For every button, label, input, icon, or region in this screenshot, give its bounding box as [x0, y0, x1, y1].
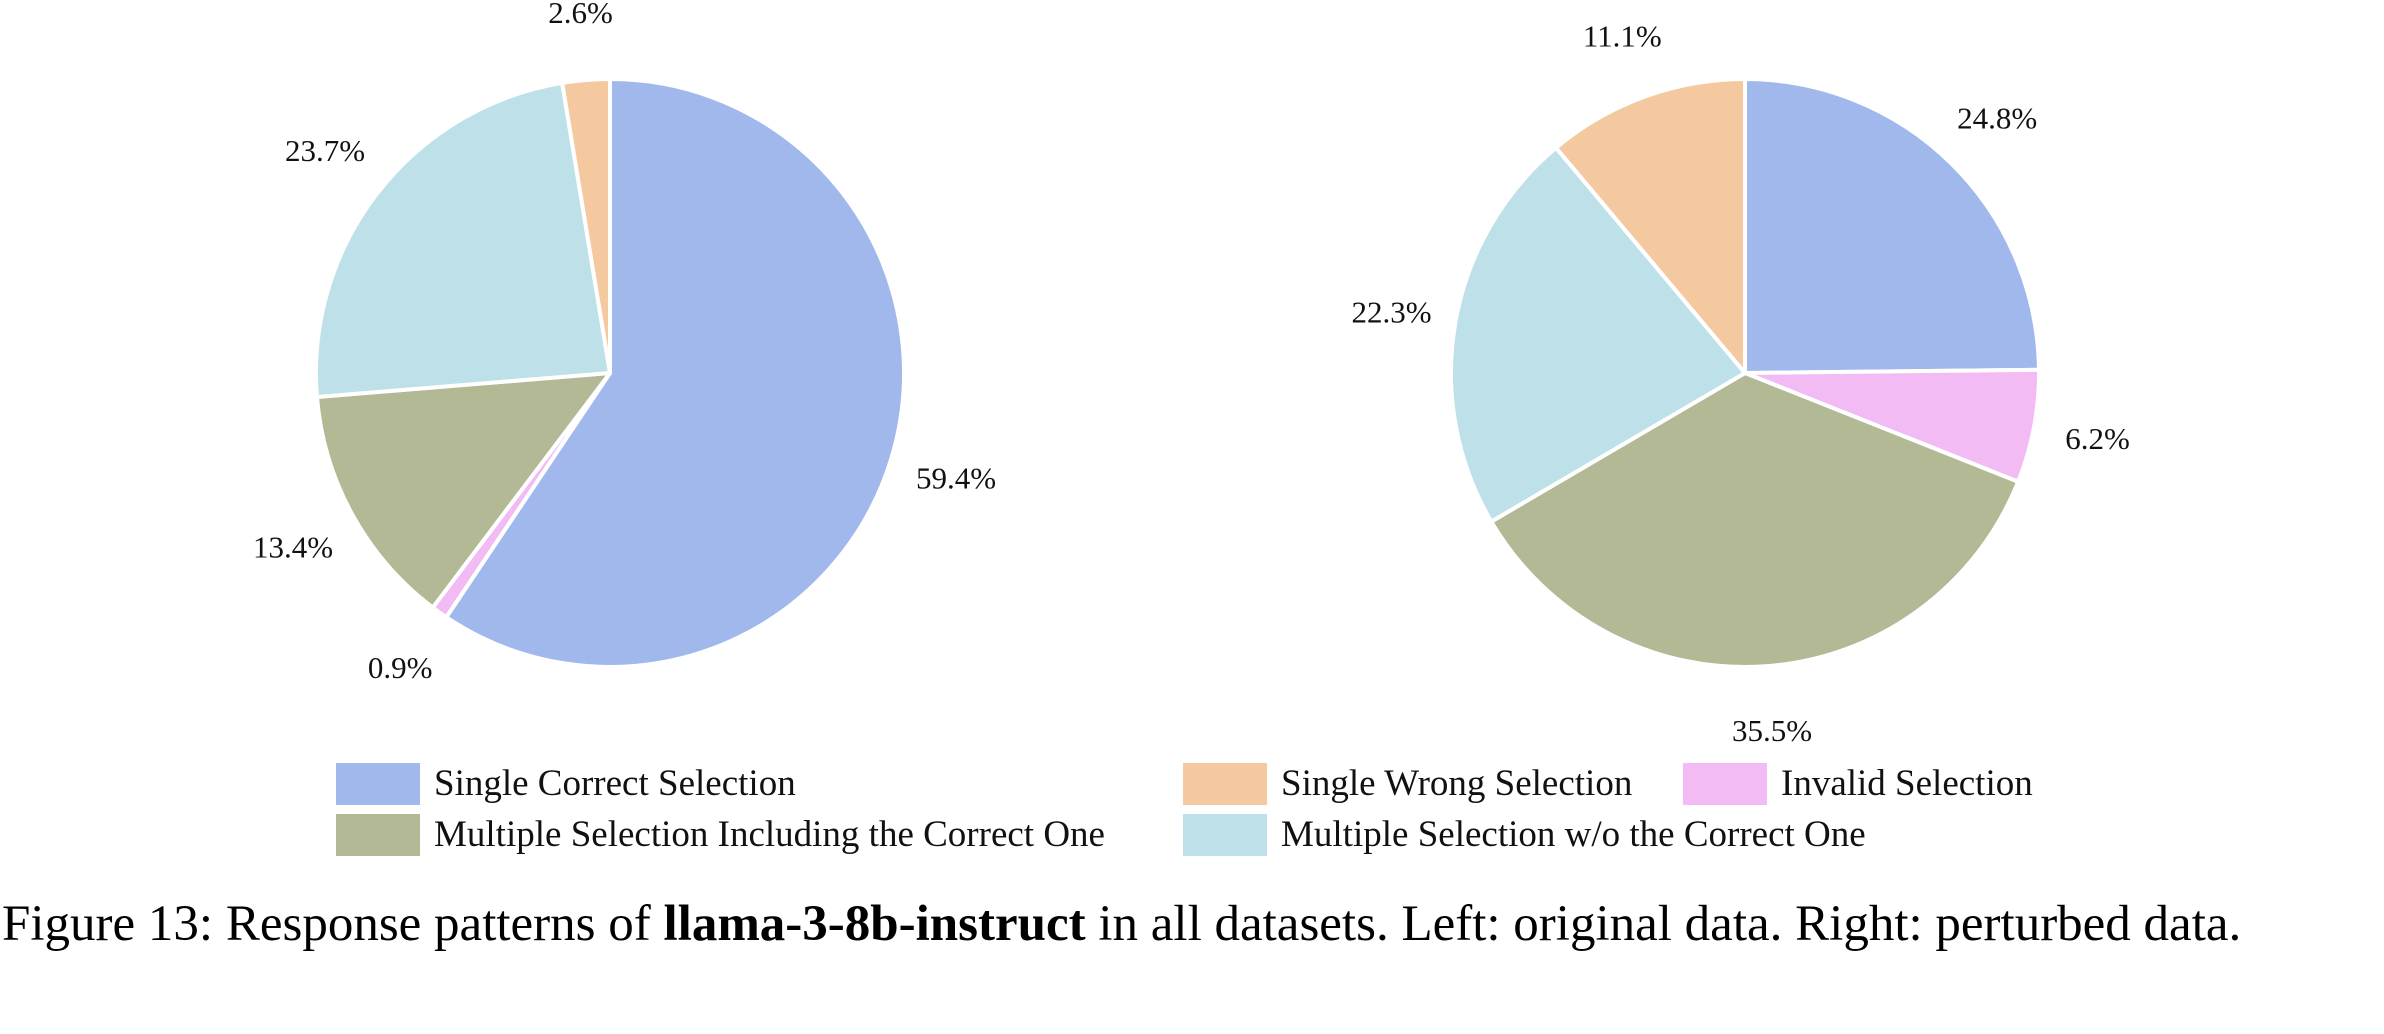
legend-swatch [1183, 763, 1267, 805]
slice-label-single-wrong-selection: 2.6% [548, 0, 613, 30]
legend-swatch [1183, 814, 1267, 856]
slice-label-multiple-selection-w-o-the-correct-one: 22.3% [1352, 294, 1432, 329]
legend-label: Single Correct Selection [434, 763, 796, 804]
slice-label-single-correct-selection: 24.8% [1957, 101, 2037, 136]
pie-chart-original: 59.4% 0.9% 13.4% 23.7% 2.6% [253, 0, 996, 685]
legend-item-invalid-selection: Invalid Selection [1683, 763, 2033, 805]
pie-slice-multiple-selection-including-the-correct-one [314, 371, 612, 610]
legend-label: Multiple Selection w/o the Correct One [1281, 814, 1866, 855]
legend-label: Single Wrong Selection [1281, 763, 1632, 804]
legend-item-multiple-selection-w-o-the-correct-one: Multiple Selection w/o the Correct One [1183, 814, 1866, 856]
legend-swatch [336, 814, 420, 856]
caption-prefix: Figure 13: Response patterns of [2, 896, 664, 952]
caption-model-name: llama-3-8b-instruct [663, 896, 1086, 952]
legend-item-multiple-selection-including-the-correct-one: Multiple Selection Including the Correct… [336, 814, 1105, 856]
slice-label-single-wrong-selection: 11.1% [1583, 19, 1662, 54]
pie-charts: 59.4% 0.9% 13.4% 23.7% 2.6% 24.8% 6.2% 35.5% 22… [253, 0, 2130, 856]
pie-chart-perturbed: 24.8% 6.2% 35.5% 22.3% 11.1% [1352, 19, 2130, 749]
slice-label-invalid-selection: 0.9% [368, 650, 433, 685]
slice-label-multiple-selection-including-the-correct-one: 13.4% [253, 530, 333, 565]
figure-caption: Figure 13: Response patterns of llama-3-… [2, 896, 2382, 952]
pie-slice-single-wrong-selection [560, 76, 612, 375]
legend-label: Multiple Selection Including the Correct… [434, 814, 1105, 855]
pie-slice-single-correct-selection [1743, 77, 2041, 375]
legend-item-single-wrong-selection: Single Wrong Selection [1183, 763, 1632, 805]
legend-item-single-correct-selection: Single Correct Selection [336, 763, 796, 805]
legend-swatch [336, 763, 420, 805]
legend: Single Correct Selection Single Wrong Sel… [336, 763, 2033, 856]
slice-label-single-correct-selection: 59.4% [916, 461, 996, 496]
legend-swatch [1683, 763, 1767, 805]
slice-label-multiple-selection-including-the-correct-one: 35.5% [1732, 713, 1812, 748]
pie-slice-multiple-selection-w-o-the-correct-one [1449, 145, 1747, 524]
legend-label: Invalid Selection [1781, 763, 2033, 804]
pie-slice-single-wrong-selection [1554, 77, 1747, 375]
pie-slice-invalid-selection [1743, 367, 2041, 484]
pie-slice-multiple-selection-w-o-the-correct-one [314, 80, 612, 399]
pie-slice-single-correct-selection [444, 77, 906, 669]
slice-label-multiple-selection-w-o-the-correct-one: 23.7% [285, 133, 365, 168]
caption-suffix: in all datasets. Left: original data. Ri… [1085, 896, 2242, 952]
slice-label-invalid-selection: 6.2% [2065, 421, 2130, 456]
